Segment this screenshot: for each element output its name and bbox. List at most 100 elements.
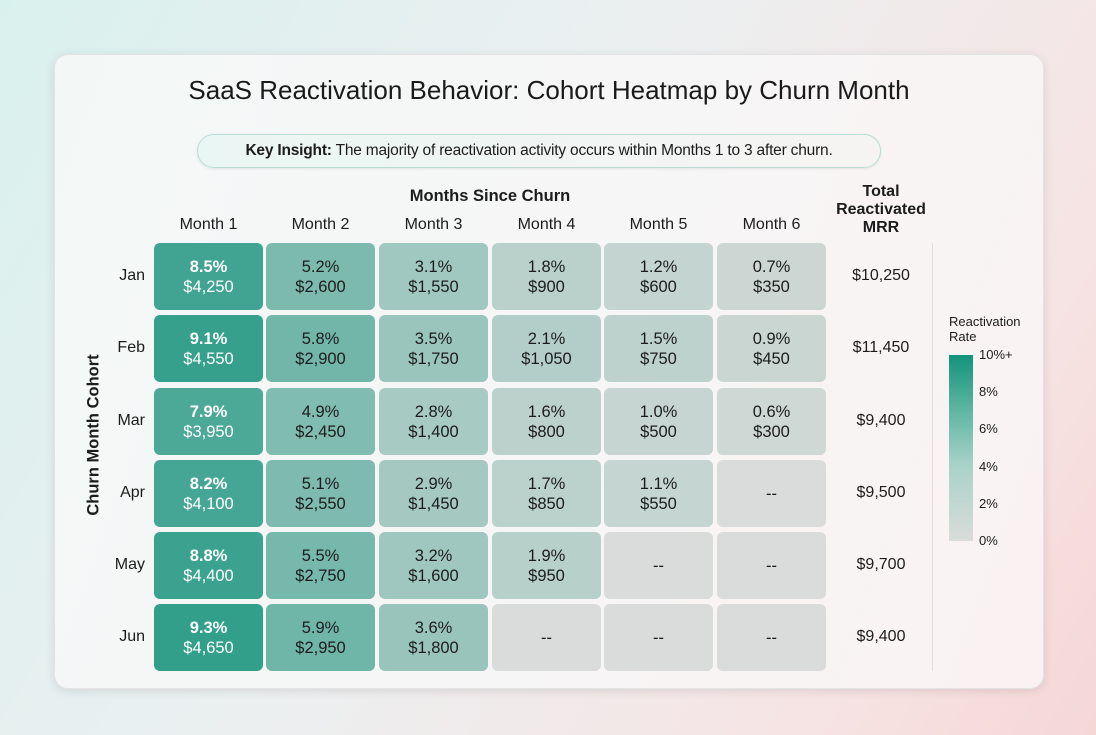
- legend-tick: 0%: [979, 533, 998, 548]
- chart-title: SaaS Reactivation Behavior: Cohort Heatm…: [188, 75, 910, 105]
- cell-rate: 2.1%: [527, 330, 566, 348]
- cell-rate: 1.8%: [527, 258, 566, 276]
- heatmap-cell: 5.9% $2,950: [266, 604, 375, 671]
- cell-mrr: $450: [753, 350, 790, 368]
- row-label: Jan: [119, 267, 145, 284]
- cell-rate: 5.2%: [301, 258, 340, 276]
- insight-text: The majority of reactivation activity oc…: [331, 142, 833, 159]
- total-header: Total Reactivated MRR: [836, 183, 926, 236]
- heatmap-cell: 1.6% $800: [492, 388, 601, 455]
- cell-mrr: $2,550: [295, 495, 346, 513]
- empty-cell-label: --: [766, 629, 777, 647]
- cell-rate: 7.9%: [189, 403, 228, 421]
- cell-mrr: $500: [640, 423, 677, 441]
- heatmap-cell: 2.9% $1,450: [379, 460, 488, 527]
- column-header: Month 1: [179, 216, 238, 233]
- heatmap-cell: 8.5% $4,250: [154, 243, 263, 310]
- cell-mrr: $4,250: [183, 278, 234, 296]
- heatmap-cell: 1.1% $550: [604, 460, 713, 527]
- cell-rate: 0.7%: [752, 258, 791, 276]
- cell-rate: 8.8%: [189, 547, 228, 565]
- cell-rate: 1.0%: [639, 403, 678, 421]
- heatmap-cell: 4.9% $2,450: [266, 388, 375, 455]
- cell-mrr: $1,550: [408, 278, 459, 296]
- heatmap-cell: 0.7% $350: [717, 243, 826, 310]
- row-total: $11,450: [852, 339, 910, 356]
- heatmap-cell: 5.1% $2,550: [266, 460, 375, 527]
- cell-mrr: $1,750: [408, 350, 459, 368]
- column-header: Month 6: [742, 216, 801, 233]
- cell-mrr: $2,750: [295, 567, 346, 585]
- cell-mrr: $300: [753, 423, 790, 441]
- legend-color-bar: [949, 355, 973, 541]
- cell-mrr: $800: [528, 423, 565, 441]
- legend-tick: 4%: [979, 458, 998, 474]
- cell-mrr: $2,950: [295, 639, 346, 657]
- heatmap-cell: 9.1% $4,550: [154, 315, 263, 382]
- x-axis-title: Months Since Churn: [409, 187, 571, 205]
- empty-cell-label: --: [766, 485, 777, 503]
- row-total: $9,700: [856, 556, 906, 573]
- cell-mrr: $1,050: [521, 350, 572, 368]
- heatmap-cell: 8.8% $4,400: [154, 532, 263, 599]
- heatmap-cell: 5.5% $2,750: [266, 532, 375, 599]
- cell-mrr: $3,950: [183, 423, 234, 441]
- cell-mrr: $2,900: [295, 350, 346, 368]
- cell-rate: 9.3%: [189, 619, 228, 637]
- empty-cell-label: --: [541, 629, 552, 647]
- cell-mrr: $4,100: [183, 495, 234, 513]
- heatmap-cell: --: [717, 532, 826, 599]
- cell-rate: 2.8%: [414, 403, 453, 421]
- heatmap-cell: 2.8% $1,400: [379, 388, 488, 455]
- cell-mrr: $4,400: [183, 567, 234, 585]
- heatmap-cell: 0.6% $300: [717, 388, 826, 455]
- heatmap-cell: 1.5% $750: [604, 315, 713, 382]
- legend-tick: 8%: [979, 384, 998, 400]
- cell-rate: 1.5%: [639, 330, 678, 348]
- cell-rate: 3.5%: [414, 330, 453, 348]
- cell-rate: 1.9%: [527, 547, 566, 565]
- heatmap-cell: --: [717, 604, 826, 671]
- heatmap-cell: 0.9% $450: [717, 315, 826, 382]
- cell-rate: 4.9%: [301, 403, 340, 421]
- cell-rate: 5.8%: [301, 330, 340, 348]
- heatmap-cell: 5.2% $2,600: [266, 243, 375, 310]
- cell-rate: 5.1%: [301, 475, 340, 493]
- legend-tick: 6%: [979, 421, 998, 437]
- cell-rate: 9.1%: [189, 330, 228, 348]
- heatmap-cell: --: [604, 532, 713, 599]
- key-insight-banner: Key Insight: The majority of reactivatio…: [197, 134, 881, 168]
- cell-mrr: $350: [753, 278, 790, 296]
- cell-mrr: $4,650: [183, 639, 234, 657]
- heatmap-cell: --: [492, 604, 601, 671]
- cell-rate: 1.2%: [639, 258, 678, 276]
- insight-label: Key Insight:: [245, 142, 332, 159]
- column-header: Month 5: [629, 216, 688, 233]
- heatmap-cell: 1.9% $950: [492, 532, 601, 599]
- cell-rate: 3.1%: [414, 258, 453, 276]
- column-header: Month 3: [404, 216, 463, 233]
- row-total: $9,400: [856, 628, 906, 645]
- heatmap-cell: 3.2% $1,600: [379, 532, 488, 599]
- cell-rate: 1.1%: [639, 475, 678, 493]
- cell-rate: 0.9%: [752, 330, 791, 348]
- heatmap-cell: 3.5% $1,750: [379, 315, 488, 382]
- heatmap-cell: --: [604, 604, 713, 671]
- cell-mrr: $1,400: [408, 423, 459, 441]
- row-label: Apr: [120, 484, 145, 501]
- heatmap-cell: 8.2% $4,100: [154, 460, 263, 527]
- row-label: Mar: [117, 412, 145, 429]
- row-total: $9,500: [856, 484, 906, 501]
- cell-rate: 5.9%: [301, 619, 340, 637]
- divider: [932, 243, 933, 671]
- cell-mrr: $750: [640, 350, 677, 368]
- heatmap-cell: 1.2% $600: [604, 243, 713, 310]
- cell-mrr: $950: [528, 567, 565, 585]
- row-total: $9,400: [856, 412, 906, 429]
- heatmap-cell: 3.1% $1,550: [379, 243, 488, 310]
- heatmap-cell: 1.0% $500: [604, 388, 713, 455]
- column-header: Month 2: [291, 216, 350, 233]
- heatmap-cell: --: [717, 460, 826, 527]
- cell-mrr: $550: [640, 495, 677, 513]
- cell-rate: 3.6%: [414, 619, 453, 637]
